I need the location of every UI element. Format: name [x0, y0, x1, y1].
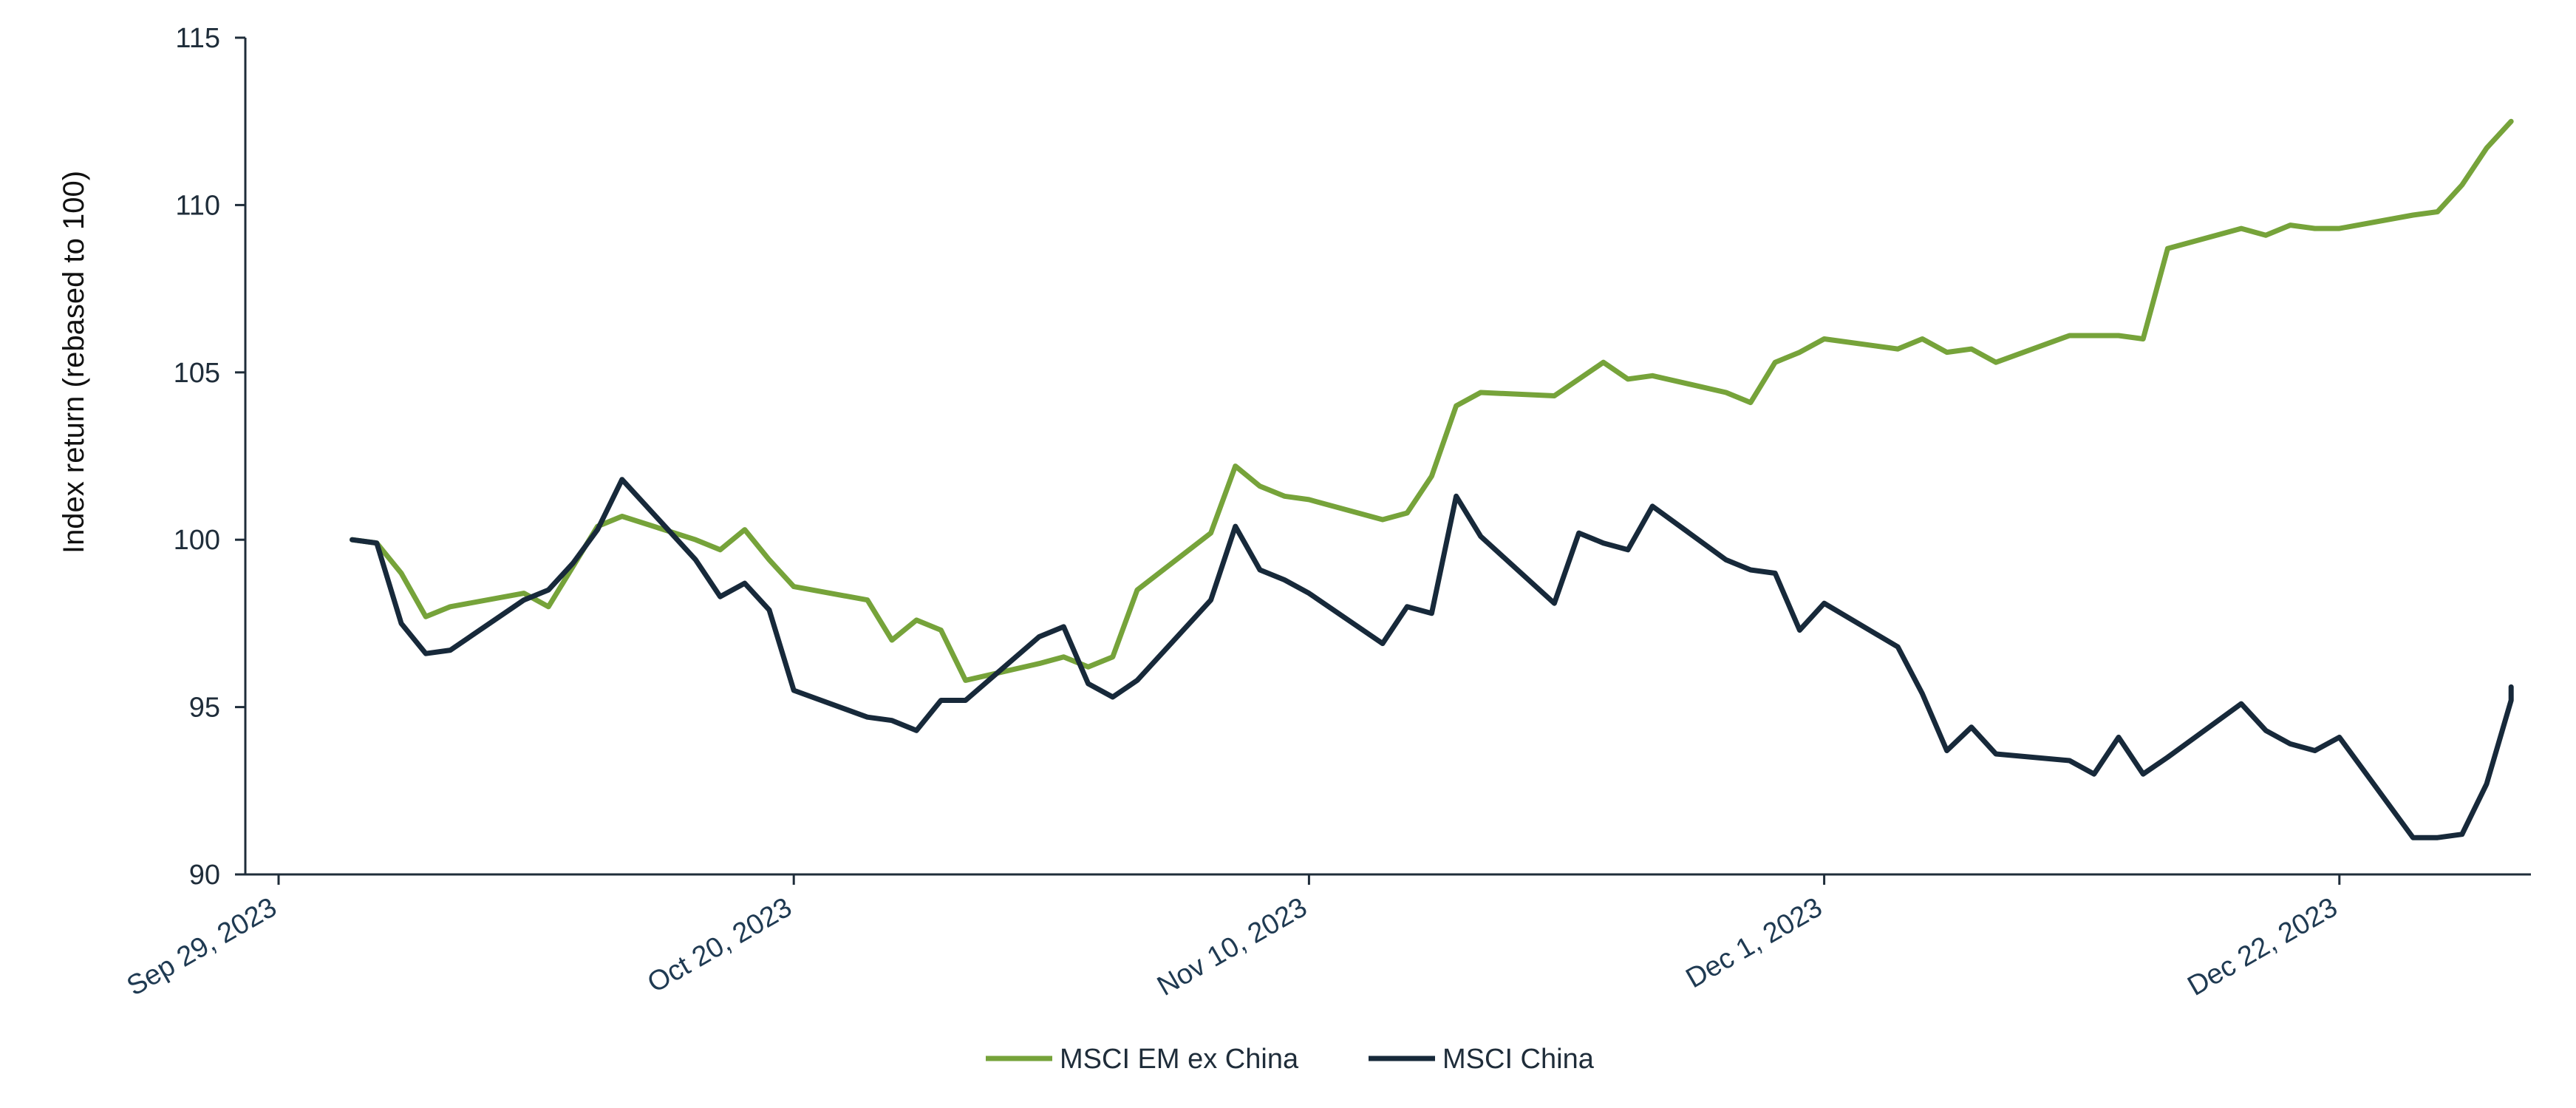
series-line-msci-china [350, 477, 2514, 840]
x-tick-label: Sep 29, 2023 [122, 891, 282, 1002]
series-line-msci-em-ex-china [350, 118, 2514, 683]
legend-label: MSCI EM ex China [1060, 1044, 1299, 1075]
y-tick-label: 110 [175, 190, 220, 221]
axes [244, 38, 2531, 876]
x-tick-label: Dec 22, 2023 [2183, 891, 2343, 1002]
x-tick-label: Dec 1, 2023 [1681, 891, 1827, 994]
y-axis-ticks: 115 110 105 100 95 90 [174, 23, 245, 891]
series-lines [350, 118, 2514, 840]
x-axis-ticks: Sep 29, 2023 Oct 20, 2023 Nov 10, 2023 Dec … [122, 874, 2343, 1002]
y-tick-label: 95 [189, 693, 220, 724]
y-tick-label: 105 [174, 358, 220, 389]
x-tick-label: Oct 20, 2023 [642, 891, 797, 999]
y-tick-label: 90 [189, 860, 220, 891]
y-tick-label: 100 [174, 525, 220, 556]
y-tick-label: 115 [175, 23, 220, 54]
legend-label: MSCI China [1442, 1044, 1595, 1075]
y-axis-title: Index return (rebased to 100) [58, 171, 90, 554]
x-tick-label: Nov 10, 2023 [1152, 891, 1312, 1002]
legend: MSCI EM ex China MSCI China [986, 1044, 1595, 1075]
